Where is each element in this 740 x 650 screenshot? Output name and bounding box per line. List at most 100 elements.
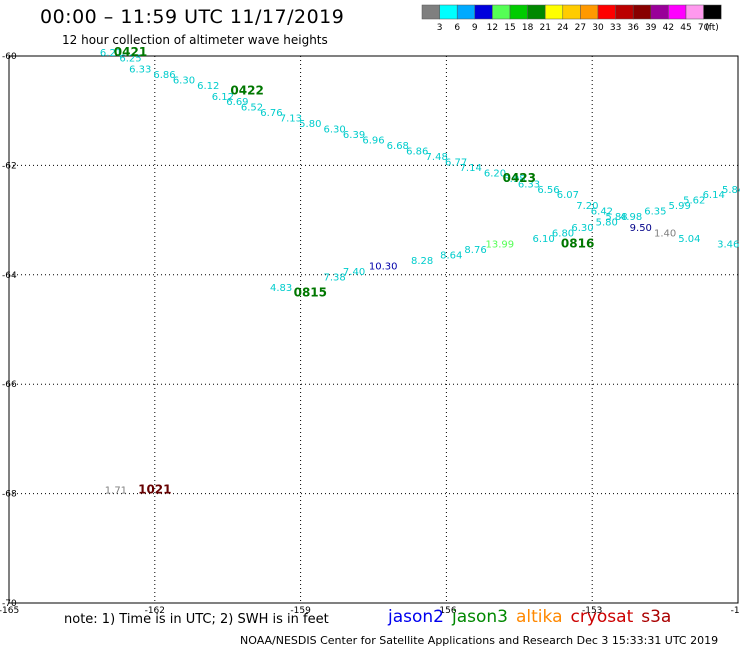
wave-height-value: 3.46 xyxy=(717,239,739,250)
wave-height-value: 6.39 xyxy=(343,130,365,141)
pass-time-label: 0815 xyxy=(294,286,327,300)
lon-tick-label: -15 xyxy=(731,606,740,616)
wave-height-value: 6.30 xyxy=(571,223,593,234)
legend-tick-label: 42 xyxy=(663,23,674,33)
satellite-name: jason2 xyxy=(388,607,444,627)
wave-height-value: 7.40 xyxy=(343,267,365,278)
legend-tick-label: 36 xyxy=(627,23,639,33)
wave-height-value: 5.04 xyxy=(678,234,700,245)
wave-height-value: 6.96 xyxy=(362,136,384,147)
wave-height-value: 6.52 xyxy=(241,103,263,114)
pass-time-label: 0422 xyxy=(230,83,263,97)
lat-tick-label: -64 xyxy=(2,271,17,281)
wave-height-value: 6.20 xyxy=(484,168,506,179)
satellite-name: jason3 xyxy=(452,607,508,627)
legend-tick-label: 39 xyxy=(645,23,657,33)
wave-height-value: 6.68 xyxy=(387,141,409,152)
wave-height-value: 7.14 xyxy=(460,163,482,174)
legend-tick-label: 33 xyxy=(610,23,621,33)
legend-tick-label: 15 xyxy=(504,23,515,33)
satellite-name: cryosat xyxy=(570,607,634,627)
legend-tick-label: 30 xyxy=(592,23,604,33)
wave-height-value: 5.84 xyxy=(722,185,740,196)
wave-height-value: 7.20 xyxy=(576,201,598,212)
legend-tick-label: 21 xyxy=(539,23,550,33)
wave-height-value: 6.10 xyxy=(532,234,554,245)
wave-height-value: 6.76 xyxy=(260,108,282,119)
wave-height-value: 1.40 xyxy=(654,229,676,240)
pass-time-label: 0421 xyxy=(114,45,147,59)
wave-height-value: 5.99 xyxy=(669,201,691,212)
wave-height-value: 5.88 xyxy=(605,212,627,223)
wave-height-value: 6.35 xyxy=(644,207,666,218)
wave-height-value: 4.83 xyxy=(270,283,292,294)
page-subtitle: 12 hour collection of altimeter wave hei… xyxy=(62,33,328,47)
lat-tick-label: -70 xyxy=(2,599,17,609)
wave-height-value: 13.99 xyxy=(486,239,515,250)
wave-height-value: 6.12 xyxy=(212,92,234,103)
satellite-name: altika xyxy=(516,607,563,627)
map-frame xyxy=(8,55,739,604)
wave-height-value: 6.80 xyxy=(552,229,574,240)
footer-note: note: 1) Time is in UTC; 2) SWH is in fe… xyxy=(64,612,329,627)
pass-time-label: 0423 xyxy=(503,171,536,185)
wave-height-value: 6.42 xyxy=(591,207,613,218)
wave-height-value: 6.25 xyxy=(119,53,141,64)
wave-height-value: 1.71 xyxy=(105,486,127,497)
wave-height-value: 7.38 xyxy=(323,272,345,283)
wave-height-value: 6.14 xyxy=(703,190,725,201)
wave-height-value: 8.28 xyxy=(411,256,433,267)
wave-height-value: 6.56 xyxy=(537,185,559,196)
lat-tick-label: -60 xyxy=(2,52,17,62)
wave-height-value: 6.30 xyxy=(323,125,345,136)
wave-height-value: 9.50 xyxy=(630,223,652,234)
lon-tick-label: -159 xyxy=(290,606,311,616)
wave-height-value: 6.86 xyxy=(406,146,428,157)
legend-tick-label: 9 xyxy=(472,23,478,33)
wave-height-value: 7.48 xyxy=(426,152,448,163)
legend-tick-label: 45 xyxy=(680,23,691,33)
wave-height-value: 6.69 xyxy=(226,97,248,108)
legend-tick-label: 6 xyxy=(454,23,460,33)
lon-tick-label: -156 xyxy=(436,606,457,616)
legend-tick-label: 70 xyxy=(698,23,710,33)
wave-height-value: 4.98 xyxy=(620,212,642,223)
wave-height-value: 6.07 xyxy=(557,190,579,201)
wave-height-value: 6.33 xyxy=(518,179,540,190)
wave-height-value: 5.80 xyxy=(596,218,618,229)
lat-tick-label: -62 xyxy=(2,161,17,171)
wave-height-value: 5.62 xyxy=(683,196,705,207)
pass-time-label: 0816 xyxy=(561,236,594,250)
page-title: 00:00 – 11:59 UTC 11/17/2019 xyxy=(40,6,345,28)
lat-tick-label: -66 xyxy=(2,380,17,390)
wave-height-value: 6.33 xyxy=(129,64,151,75)
credit-line: NOAA/NESDIS Center for Satellite Applica… xyxy=(240,634,719,647)
wave-height-value: 5.80 xyxy=(299,119,321,130)
wave-height-value: 6.21 xyxy=(100,48,122,59)
satellite-legend: jason2 jason3 altika cryosat s3a xyxy=(388,607,679,627)
wave-height-value: 8.76 xyxy=(464,245,486,256)
legend-tick-label: 27 xyxy=(575,23,586,33)
legend-tick-label: 3 xyxy=(437,23,443,33)
legend-tick-label: 12 xyxy=(487,23,498,33)
lon-tick-label: -162 xyxy=(145,606,165,616)
lon-tick-label: -153 xyxy=(582,606,602,616)
wave-height-value: 6.98 xyxy=(503,174,525,185)
legend-tick-label: 18 xyxy=(522,23,534,33)
pass-time-label: 1021 xyxy=(138,483,171,497)
color-scale-legend: 3 6 9 12 15 18 21 24 27 30 33 36 39 42 45 70(ft) xyxy=(421,4,722,33)
wave-height-value: 8.64 xyxy=(440,250,462,261)
wave-height-value: 7.13 xyxy=(280,114,302,125)
wave-height-value: 6.77 xyxy=(445,157,467,168)
wave-height-value: 6.86 xyxy=(153,70,175,81)
legend-unit: (ft) xyxy=(705,23,719,33)
satellite-name: s3a xyxy=(641,607,672,627)
wave-height-value: 10.30 xyxy=(369,261,398,272)
lon-tick-label: -165 xyxy=(0,606,19,616)
legend-swatch xyxy=(703,4,722,20)
legend-tick-label: 24 xyxy=(557,23,569,33)
lat-tick-label: -68 xyxy=(2,490,17,500)
wave-height-value: 6.30 xyxy=(173,75,195,86)
wave-height-value: 6.12 xyxy=(197,81,219,92)
